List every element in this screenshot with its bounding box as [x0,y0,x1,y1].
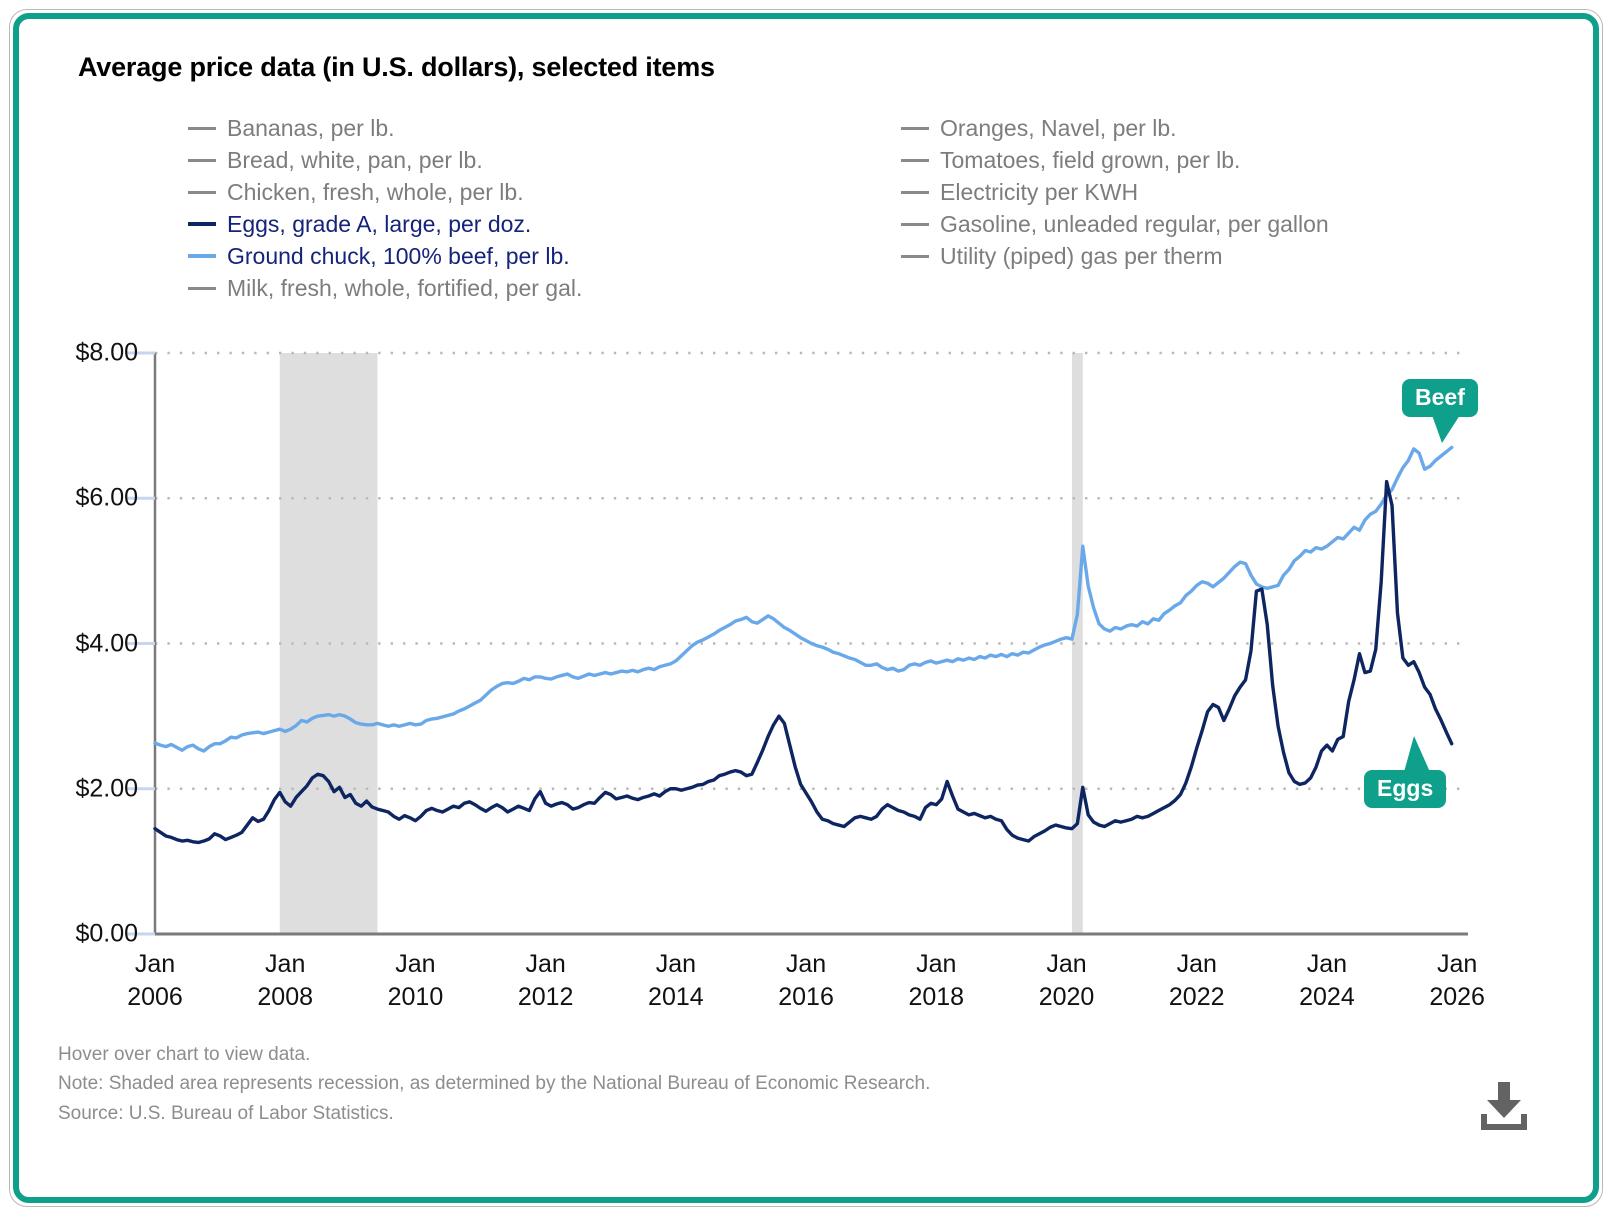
legend-item-label: Bread, white, pan, per lb. [227,146,483,173]
legend-item-label: Gasoline, unleaded regular, per gallon [940,210,1329,237]
legend-item-eggs[interactable]: Eggs, grade A, large, per doz. [188,208,582,240]
recession-note: Note: Shaded area represents recession, … [58,1073,931,1095]
x-tick-year: 2006 [127,982,183,1011]
x-tick-month: Jan [916,950,957,978]
x-tick-year: 2022 [1168,982,1225,1011]
x-tick-year: 2016 [778,982,834,1011]
x-axis-tick-label: Jan 2024 [1299,948,1355,1013]
x-axis-tick-label: Jan 2016 [778,948,834,1013]
x-tick-month: Jan [395,950,436,978]
x-tick-month: Jan [134,950,176,978]
x-axis-tick-label: Jan 2006 [127,948,183,1013]
x-tick-year: 2020 [1038,982,1095,1011]
x-tick-year: 2018 [908,982,965,1011]
x-tick-month: Jan [1436,950,1478,978]
legend-item-gasoline[interactable]: Gasoline, unleaded regular, per gallon [901,208,1329,240]
y-axis-tick-label: $0.00 [75,919,138,948]
y-axis-labels: $0.00 $2.00 $4.00 $6.00 $8.00 [20,0,138,1218]
x-tick-year: 2010 [387,982,444,1011]
legend-swatch-icon [188,190,216,194]
legend-swatch-icon [901,190,929,194]
x-axis-tick-label: Jan 2010 [388,948,444,1013]
callout-beef-label: Beef [1415,384,1465,410]
legend-swatch-icon [188,254,216,258]
chart-footer: Hover over chart to view data. Note: Sha… [58,1040,930,1128]
x-tick-month: Jan [265,950,306,978]
legend-item-bananas[interactable]: Bananas, per lb. [188,112,582,144]
x-axis-tick-label: Jan 2018 [908,948,964,1013]
hover-hint: Hover over chart to view data. [58,1044,311,1065]
legend-swatch-icon [901,222,929,226]
download-icon[interactable] [1478,1082,1530,1130]
legend-item-milk[interactable]: Milk, fresh, whole, fortified, per gal. [188,272,582,304]
legend-swatch-icon [188,222,216,226]
legend-item-label: Chicken, fresh, whole, per lb. [227,178,524,205]
x-tick-month: Jan [1046,950,1087,978]
legend-item-label: Tomatoes, field grown, per lb. [940,146,1241,173]
x-axis-tick-label: Jan 2020 [1039,948,1095,1013]
callout-beef-tail [1431,415,1460,443]
legend-item-label: Ground chuck, 100% beef, per lb. [227,242,570,269]
legend-item-tomatoes[interactable]: Tomatoes, field grown, per lb. [901,144,1329,176]
download-button[interactable] [1478,1082,1530,1130]
y-axis-tick-label: $2.00 [75,774,138,803]
legend-item-utility-piped-gas-per-therm[interactable]: Utility (piped) gas per therm [901,240,1329,272]
x-tick-year: 2014 [648,982,704,1011]
legend-item-label: Electricity per KWH [940,178,1139,205]
legend-item-label: Oranges, Navel, per lb. [940,114,1177,141]
callout-eggs-label: Eggs [1377,775,1434,801]
x-tick-month: Jan [1306,950,1348,978]
source-note: Source: U.S. Bureau of Labor Statistics. [58,1102,394,1124]
legend-column-right: Oranges, Navel, per lb. Tomatoes, field g… [901,112,1329,272]
legend-item-label: Eggs, grade A, large, per doz. [227,210,532,237]
legend-swatch-icon [901,254,929,258]
legend-item-label: Bananas, per lb. [227,114,395,141]
x-tick-month: Jan [785,950,827,978]
legend-swatch-icon [188,158,216,162]
legend-item-bread[interactable]: Bread, white, pan, per lb. [188,144,582,176]
x-tick-year: 2026 [1429,982,1485,1011]
x-tick-month: Jan [525,950,566,978]
legend-swatch-icon [188,126,216,130]
callout-beef: Beef [1402,379,1478,443]
x-axis-tick-label: Jan 2014 [648,948,704,1013]
y-axis-tick-label: $6.00 [75,483,138,512]
x-axis-tick-label: Jan 2012 [518,948,574,1013]
x-tick-year: 2012 [517,982,574,1011]
legend-item-electricity-per-kwh[interactable]: Electricity per KWH [901,176,1329,208]
x-tick-month: Jan [655,950,697,978]
legend-item-chicken[interactable]: Chicken, fresh, whole, per lb. [188,176,582,208]
legend-item-label: Utility (piped) gas per therm [940,242,1223,269]
x-axis-tick-label: Jan 2008 [257,948,313,1013]
legend-item-ground-chuck[interactable]: Ground chuck, 100% beef, per lb. [188,240,582,272]
legend-item-oranges[interactable]: Oranges, Navel, per lb. [901,112,1329,144]
x-tick-year: 2024 [1299,982,1355,1011]
x-tick-year: 2008 [257,982,314,1011]
y-axis-tick-label: $8.00 [75,338,138,367]
x-axis-tick-label: Jan 2022 [1169,948,1225,1013]
legend-column-left: Bananas, per lb. Bread, white, pan, per l… [188,112,582,304]
legend-swatch-icon [188,286,216,290]
page-title: Average price data (in U.S. dollars), se… [78,52,715,82]
callout-eggs: Eggs [1364,736,1447,808]
legend-swatch-icon [901,126,929,130]
x-tick-month: Jan [1176,950,1217,978]
y-axis-tick-label: $4.00 [75,629,138,657]
callout-eggs-tail [1404,736,1431,772]
legend-swatch-icon [901,158,929,162]
legend-item-label: Milk, fresh, whole, fortified, per gal. [227,274,583,301]
x-axis-tick-label: Jan 2026 [1429,948,1485,1013]
